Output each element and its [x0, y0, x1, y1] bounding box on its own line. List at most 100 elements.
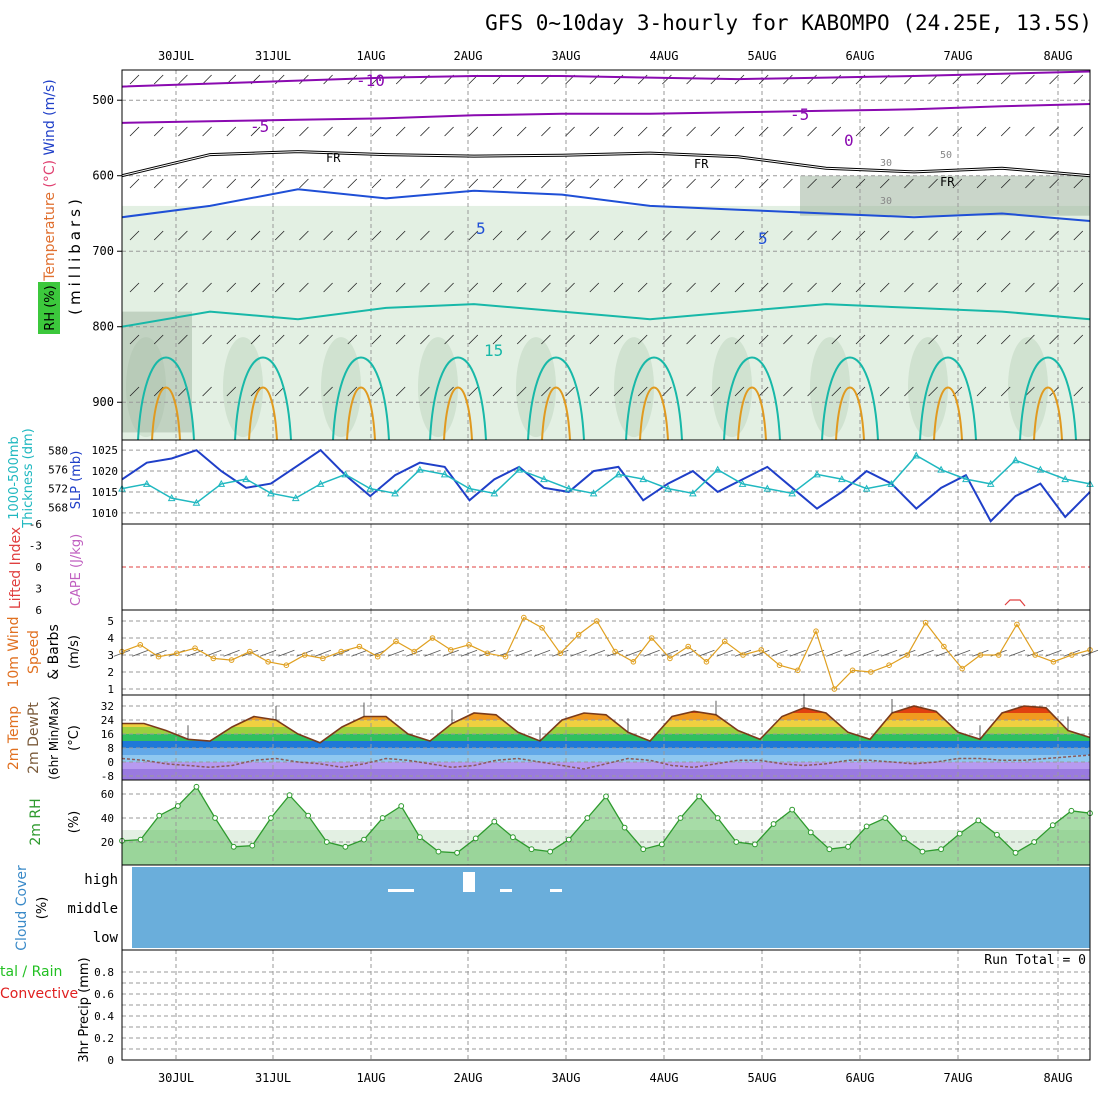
wind-barb — [928, 126, 938, 137]
temp-band — [122, 706, 1090, 713]
rh2m-marker — [640, 846, 647, 853]
rh2m-marker — [1068, 807, 1075, 814]
wind-barb — [250, 126, 261, 137]
wind-speed-marker — [411, 648, 418, 655]
wind-barb — [178, 178, 188, 189]
wind-barb — [395, 178, 406, 189]
cloud-gap — [500, 889, 512, 892]
temp-contour-loop — [639, 386, 669, 441]
wind10m-panel: 1 2 3 4 5 10m Wind Speed & Barbs (m/s) — [6, 609, 1099, 696]
thickness-marker — [142, 479, 151, 487]
wind-speed-marker — [429, 635, 436, 641]
wind-barb — [783, 386, 793, 397]
wind-speed-marker — [1068, 652, 1075, 658]
thickness-marker — [391, 489, 399, 497]
wind-barb — [202, 74, 212, 85]
thickness-marker — [1061, 475, 1070, 483]
rh2m-marker — [845, 843, 851, 850]
wind-barb — [565, 178, 575, 189]
wind-barb — [274, 230, 285, 241]
top-day-labels: 30JUL 31JUL 1AUG 2AUG 3AUG 4AUG 5AUG 6AUG 7AUG 8A… — [158, 49, 1073, 63]
slp-tick-label: 1020 — [92, 465, 119, 478]
wind-barb — [637, 386, 648, 397]
panel-frame — [121, 949, 1091, 1061]
wind-barb — [710, 334, 721, 345]
top-day-label: 6AUG — [846, 49, 875, 63]
wind-barb — [570, 649, 587, 657]
wind-barb — [468, 282, 479, 293]
wind-barb — [734, 230, 745, 241]
wind-barb — [153, 126, 164, 137]
rh2m-marker — [789, 806, 796, 813]
thickness-marker — [837, 475, 846, 483]
top-day-label: 30JUL — [158, 49, 194, 63]
wind-barb — [347, 230, 358, 241]
wind-barb — [589, 334, 600, 345]
wind-barb — [1049, 334, 1059, 345]
wind-barb — [223, 649, 240, 657]
wind-barb — [976, 282, 987, 293]
wind-barb — [541, 386, 551, 397]
thickness-tick-label: 572 — [48, 483, 68, 496]
wind-barb — [333, 649, 350, 657]
wind-barb — [299, 230, 309, 241]
wind-barb — [178, 230, 188, 241]
wind-barb — [444, 230, 454, 241]
wind-barb — [807, 282, 817, 293]
wind-barb — [855, 126, 866, 137]
wind-barb — [899, 649, 916, 657]
wind-barb — [637, 74, 648, 85]
wind-speed-marker — [612, 648, 618, 655]
bottom-day-label: 31JUL — [255, 1071, 291, 1085]
wind-barb — [589, 230, 600, 241]
wind-barb — [468, 126, 479, 137]
rh2m-marker — [212, 815, 218, 821]
wind-barb — [1000, 282, 1011, 293]
thickness-marker — [341, 470, 350, 478]
wind-barb — [1027, 649, 1044, 657]
wind-speed-marker — [740, 652, 746, 658]
wind-barb — [831, 230, 842, 241]
rh2m-marker — [621, 824, 628, 831]
wind-barb — [826, 649, 843, 657]
top-day-label: 3AUG — [552, 49, 581, 63]
wind-barb — [976, 74, 987, 85]
rh2m-marker — [510, 834, 516, 841]
wind-barb — [710, 282, 721, 293]
temp-contour-loop — [919, 356, 977, 441]
temp-ylabel: 2m Temp — [6, 706, 22, 770]
wind-barb — [952, 282, 963, 293]
rh2m-area — [122, 786, 1090, 865]
thickness-marker — [912, 451, 921, 459]
temp-tick-label: 8 — [107, 742, 114, 755]
wind-speed-line — [121, 616, 1091, 691]
contour-label: 50 — [940, 150, 952, 161]
wind-barb — [226, 178, 237, 189]
rh2m-marker — [379, 815, 386, 821]
wind-barb — [129, 126, 140, 137]
wind-barb — [879, 334, 890, 345]
wind-barb — [250, 282, 261, 293]
rh2m-tick-label: 60 — [101, 788, 114, 801]
wind-barb — [129, 74, 140, 85]
wind-barb — [347, 282, 358, 293]
wind-barb — [698, 649, 715, 657]
rh2m-marker — [975, 817, 982, 824]
precip-tick-label: 0.6 — [94, 988, 114, 1001]
wind-barb — [1025, 282, 1035, 293]
temp-tick-label: 24 — [101, 714, 115, 727]
wind-speed-marker — [301, 652, 308, 658]
wind-barb — [323, 178, 333, 189]
slp-line — [121, 448, 1091, 523]
thickness-marker — [862, 484, 871, 492]
wind-speed-marker — [265, 659, 271, 665]
wind-ylabel3: & Barbs — [46, 624, 62, 680]
precip-conv-label: Convective — [0, 986, 78, 1002]
wind-barb — [662, 74, 672, 85]
temp-tick-label: 0 — [107, 756, 114, 769]
wind-barb — [862, 649, 879, 657]
wind-speed-marker — [247, 648, 253, 655]
wind-barb — [323, 334, 333, 345]
temp-contour — [121, 70, 1091, 88]
wind-barb — [928, 282, 938, 293]
